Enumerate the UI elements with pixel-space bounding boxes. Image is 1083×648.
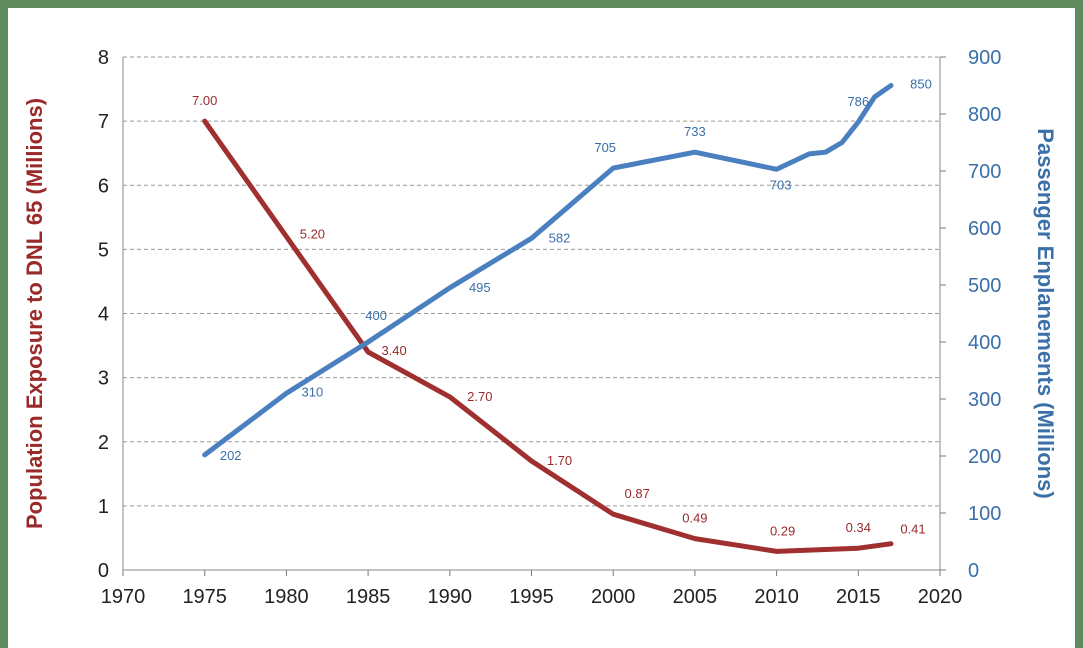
enplanement-data-label: 202	[220, 448, 242, 463]
x-tick-label: 2000	[591, 586, 636, 608]
x-tick-label: 1995	[509, 586, 554, 608]
left-axis-title: Population Exposure to DNL 65 (Millions)	[22, 98, 47, 529]
population-data-label: 5.20	[300, 227, 325, 242]
population-data-label: 0.29	[770, 523, 795, 538]
enplanement-data-label: 703	[770, 177, 792, 192]
axes: 0 1 2 3 4 5 6 7 8 0 100 200 300 400 500 600 700 800 900 197…	[98, 47, 1002, 608]
enplanement-data-label: 786	[847, 94, 869, 109]
right-tick-label: 400	[968, 332, 1001, 354]
x-tick-label: 2005	[673, 586, 718, 608]
x-tick-label: 2015	[836, 586, 881, 608]
right-tick-label: 100	[968, 503, 1001, 525]
right-tick-label: 200	[968, 446, 1001, 468]
x-tick-label: 2010	[754, 586, 799, 608]
left-tick-label: 2	[98, 432, 109, 454]
left-tick-label: 8	[98, 47, 109, 69]
population-data-label: 3.40	[381, 343, 406, 358]
enplanement-data-label: 310	[302, 384, 324, 399]
population-data-label: 7.00	[192, 93, 217, 108]
series-lines	[202, 83, 894, 554]
left-tick-label: 7	[98, 111, 109, 133]
population-data-label: 2.70	[467, 389, 492, 404]
left-tick-label: 0	[98, 560, 109, 582]
passenger-enplanements-line	[202, 83, 894, 458]
right-tick-label: 300	[968, 389, 1001, 411]
right-tick-label: 900	[968, 47, 1001, 69]
population-data-label: 1.70	[547, 453, 572, 468]
left-tick-label: 3	[98, 368, 109, 390]
right-tick-label: 700	[968, 161, 1001, 183]
enplanement-data-label: 495	[469, 280, 491, 295]
right-tick-label: 0	[968, 560, 979, 582]
dual-axis-line-chart: 0 1 2 3 4 5 6 7 8 0 100 200 300 400 500 600 700 800 900 197…	[22, 47, 1058, 608]
right-tick-label: 800	[968, 104, 1001, 126]
population-data-label: 0.34	[846, 520, 871, 535]
right-tick-label: 500	[968, 275, 1001, 297]
x-tick-label: 1990	[428, 586, 473, 608]
x-tick-label: 1975	[182, 586, 227, 608]
left-tick-label: 5	[98, 239, 109, 261]
gridlines	[123, 56, 940, 507]
enplanement-data-label: 582	[549, 230, 571, 245]
right-tick-label: 600	[968, 218, 1001, 240]
left-tick-label: 6	[98, 175, 109, 197]
right-axis-title: Passenger Enplanements (Millions)	[1033, 128, 1058, 498]
left-tick-label: 1	[98, 496, 109, 518]
enplanement-data-label: 705	[594, 140, 616, 155]
population-data-label: 0.49	[682, 511, 707, 526]
population-data-label: 0.87	[625, 486, 650, 501]
chart-frame: 0 1 2 3 4 5 6 7 8 0 100 200 300 400 500 600 700 800 900 197…	[8, 8, 1075, 648]
x-tick-label: 1980	[264, 586, 309, 608]
population-exposure-line	[202, 118, 894, 554]
enplanement-data-label: 850	[910, 77, 932, 92]
data-labels: 7.00 5.20 3.40 2.70 1.70 0.87 0.49 0.29 0.34 0.41…	[192, 77, 932, 539]
population-data-label: 0.41	[900, 522, 925, 537]
x-tick-label: 1970	[101, 586, 146, 608]
x-tick-label: 1985	[346, 586, 391, 608]
enplanement-data-label: 400	[365, 308, 387, 323]
left-tick-label: 4	[98, 304, 109, 326]
enplanement-data-label: 733	[684, 124, 706, 139]
x-tick-label: 2020	[918, 586, 963, 608]
